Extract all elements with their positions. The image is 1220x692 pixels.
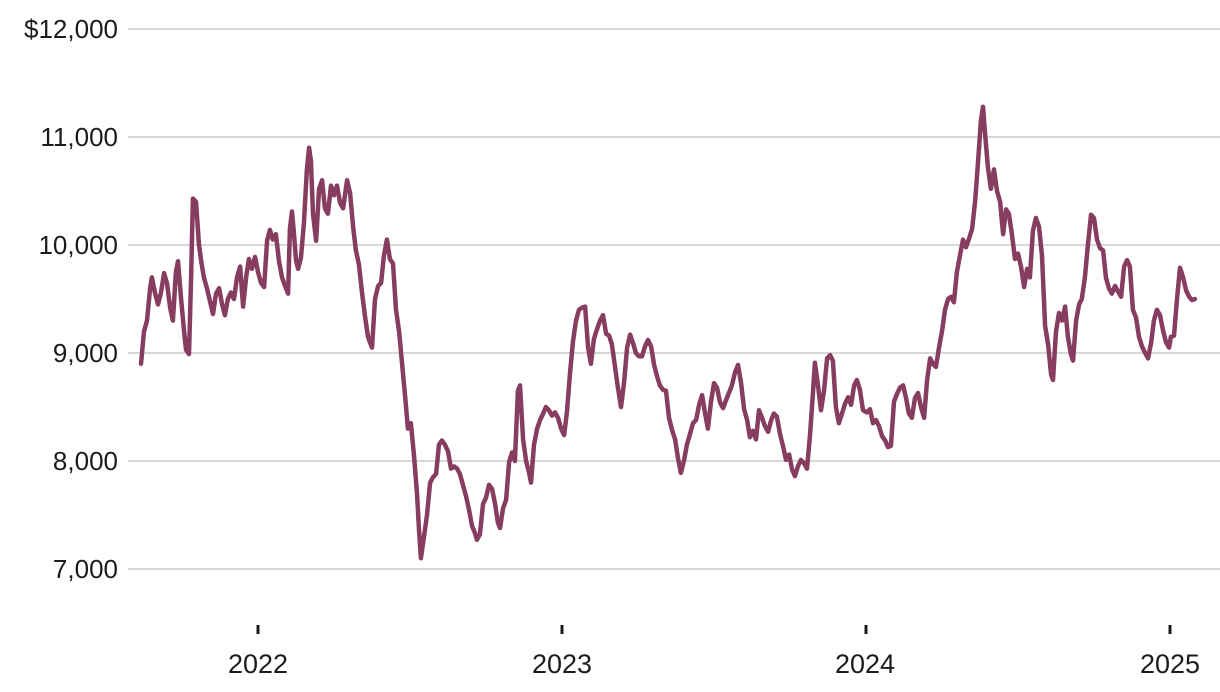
y-axis-label-7000: 7,000 <box>52 554 118 584</box>
y-axis-label-11000: 11,000 <box>40 122 118 152</box>
x-axis-label-2022: 2022 <box>227 649 289 679</box>
x-axis-label-2024: 2024 <box>834 649 896 679</box>
y-axis-label-8000: 8,000 <box>52 446 118 476</box>
y-axis-label-10000: 10,000 <box>38 230 118 260</box>
y-axis-label-9000: 9,000 <box>52 338 118 368</box>
x-axis-label-2025: 2025 <box>1139 649 1201 679</box>
y-axis-label-12000: $12,000 <box>24 14 118 44</box>
value-line-series <box>138 104 1198 561</box>
x-axis-label-2023: 2023 <box>531 649 593 679</box>
